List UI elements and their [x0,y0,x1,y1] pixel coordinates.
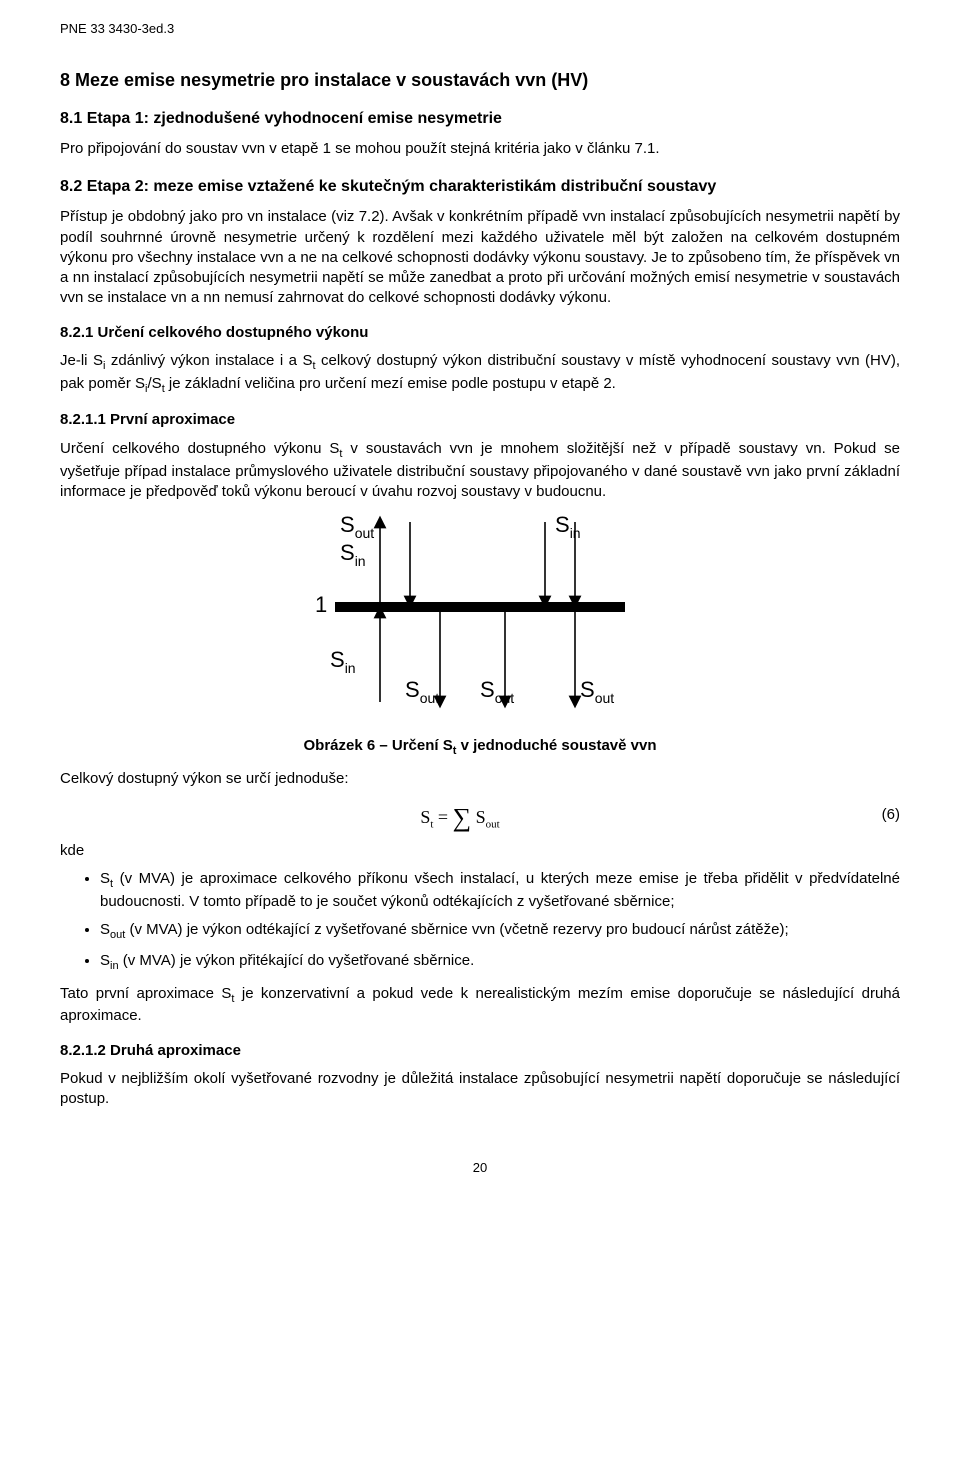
heading-8-2-1: 8.2.1 Určení celkového dostupného výkonu [60,323,900,343]
def-st: St (v MVA) je aproximace celkového příko… [100,869,900,912]
equation-6-number: (6) [860,805,900,825]
para-8-2-1-2: Pokud v nejbližším okolí vyšetřované roz… [60,1069,900,1110]
equation-6-formula: St = ∑ Sout [420,797,499,832]
heading-8-1: 8.1 Etapa 1: zjednodušené vyhodnocení em… [60,108,900,130]
figure-6: SoutSinSinSinSoutSoutSout1 [60,512,900,722]
para-after-defs: Tato první aproximace St je konzervativn… [60,984,900,1027]
para-8-2-1-1: Určení celkového dostupného výkonu St v … [60,439,900,502]
equation-6: St = ∑ Sout (6) [60,797,900,832]
definition-list: St (v MVA) je aproximace celkového příko… [60,869,900,974]
svg-text:Sout: Sout [340,512,374,541]
heading-8: 8 Meze emise nesymetrie pro instalace v … [60,68,900,92]
def-sout: Sout (v MVA) je výkon odtékající z vyšet… [100,920,900,943]
eq-intro: Celkový dostupný výkon se určí jednoduše… [60,769,900,789]
svg-text:Sout: Sout [480,677,514,706]
svg-text:Sin: Sin [340,540,366,569]
figure-6-caption: Obrázek 6 – Určení St v jednoduché soust… [60,736,900,759]
para-8-2: Přístup je obdobný jako pro vn instalace… [60,207,900,308]
para-8-1: Pro připojování do soustav vvn v etapě 1… [60,139,900,159]
svg-text:Sin: Sin [555,512,581,541]
svg-text:Sout: Sout [405,677,439,706]
heading-8-2: 8.2 Etapa 2: meze emise vztažené ke skut… [60,176,900,198]
doc-id: PNE 33 3430-3ed.3 [60,20,900,38]
def-sin: Sin (v MVA) je výkon přitékající do vyše… [100,951,900,974]
para-8-2-1: Je-li Si zdánlivý výkon instalace i a St… [60,351,900,397]
page-number: 20 [60,1159,900,1177]
svg-text:Sout: Sout [580,677,614,706]
svg-text:Sin: Sin [330,647,356,676]
heading-8-2-1-2: 8.2.1.2 Druhá aproximace [60,1041,900,1061]
heading-8-2-1-1: 8.2.1.1 První aproximace [60,410,900,430]
svg-text:1: 1 [315,592,327,617]
kde-label: kde [60,841,900,861]
